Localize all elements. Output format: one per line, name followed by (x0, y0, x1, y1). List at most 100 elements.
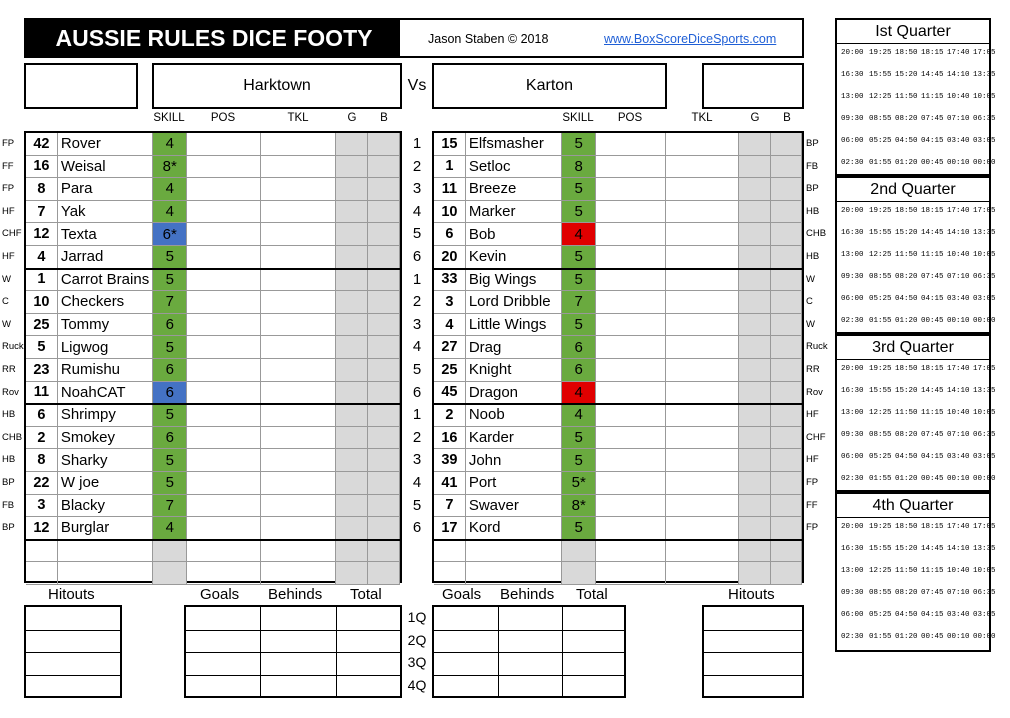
pos-cell[interactable] (596, 268, 666, 291)
time-cell[interactable]: 15:20 (895, 71, 918, 79)
tackle-cell[interactable] (666, 404, 740, 426)
time-cell[interactable]: 18:50 (895, 207, 918, 215)
time-cell[interactable]: 15:20 (895, 545, 918, 553)
website-link[interactable]: www.BoxScoreDiceSports.com (604, 32, 777, 46)
goals-cell[interactable] (739, 291, 772, 313)
tackle-cell[interactable] (666, 426, 740, 449)
home-score-box[interactable] (24, 63, 138, 109)
pos-cell[interactable] (187, 449, 261, 471)
time-cell[interactable]: 05:25 (869, 611, 892, 619)
time-cell[interactable]: 00:10 (947, 633, 970, 641)
behinds-cell[interactable] (771, 223, 802, 245)
time-cell[interactable]: 17:05 (973, 365, 996, 373)
time-cell[interactable]: 04:50 (895, 453, 918, 461)
tackle-cell[interactable] (666, 539, 740, 562)
time-cell[interactable]: 01:20 (895, 475, 918, 483)
time-cell[interactable]: 18:15 (921, 365, 944, 373)
time-cell[interactable]: 13:00 (841, 567, 864, 575)
time-cell[interactable]: 15:55 (869, 229, 892, 237)
behinds-cell[interactable] (771, 268, 802, 291)
tackle-cell[interactable] (666, 268, 740, 291)
time-cell[interactable]: 07:10 (947, 589, 970, 597)
time-cell[interactable]: 18:50 (895, 365, 918, 373)
time-cell[interactable]: 17:40 (947, 365, 970, 373)
time-cell[interactable]: 11:15 (921, 251, 944, 259)
time-cell[interactable]: 18:15 (921, 49, 944, 57)
time-cell[interactable]: 17:05 (973, 49, 996, 57)
time-cell[interactable]: 07:10 (947, 115, 970, 123)
pos-cell[interactable] (187, 562, 261, 584)
behinds-cell[interactable] (771, 494, 802, 517)
behinds-cell[interactable] (368, 133, 400, 155)
time-cell[interactable]: 00:45 (921, 475, 944, 483)
pos-cell[interactable] (187, 223, 261, 245)
behinds-cell[interactable] (368, 404, 400, 426)
behinds-cell[interactable] (368, 381, 400, 404)
time-cell[interactable]: 14:10 (947, 71, 970, 79)
time-cell[interactable]: 02:30 (841, 475, 864, 483)
tackle-cell[interactable] (261, 291, 337, 313)
time-cell[interactable]: 01:55 (869, 475, 892, 483)
time-cell[interactable]: 03:05 (973, 295, 996, 303)
time-cell[interactable]: 08:55 (869, 589, 892, 597)
goals-cell[interactable] (336, 200, 369, 223)
time-cell[interactable]: 09:30 (841, 273, 864, 281)
behinds-cell[interactable] (368, 200, 400, 223)
tackle-cell[interactable] (666, 133, 740, 155)
time-cell[interactable]: 04:50 (895, 295, 918, 303)
time-cell[interactable]: 13:00 (841, 251, 864, 259)
pos-cell[interactable] (596, 359, 666, 381)
pos-cell[interactable] (596, 336, 666, 358)
goals-cell[interactable] (336, 223, 369, 245)
time-cell[interactable]: 12:25 (869, 251, 892, 259)
pos-cell[interactable] (596, 246, 666, 268)
pos-cell[interactable] (187, 178, 261, 200)
behinds-cell[interactable] (368, 155, 400, 178)
goals-cell[interactable] (739, 449, 772, 471)
tackle-cell[interactable] (261, 517, 337, 539)
time-cell[interactable]: 14:10 (947, 229, 970, 237)
time-cell[interactable]: 11:50 (895, 567, 918, 575)
time-cell[interactable]: 01:20 (895, 633, 918, 641)
time-cell[interactable]: 03:40 (947, 137, 970, 145)
goals-cell[interactable] (739, 313, 772, 336)
pos-cell[interactable] (596, 291, 666, 313)
time-cell[interactable]: 07:10 (947, 431, 970, 439)
goals-cell[interactable] (739, 494, 772, 517)
tackle-cell[interactable] (261, 223, 337, 245)
time-cell[interactable]: 00:45 (921, 633, 944, 641)
behinds-cell[interactable] (771, 539, 802, 562)
tackle-cell[interactable] (666, 336, 740, 358)
time-cell[interactable]: 11:15 (921, 409, 944, 417)
time-cell[interactable]: 10:05 (973, 409, 996, 417)
pos-cell[interactable] (596, 494, 666, 517)
goals-cell[interactable] (336, 517, 369, 539)
time-cell[interactable]: 03:05 (973, 453, 996, 461)
goals-cell[interactable] (336, 291, 369, 313)
time-cell[interactable]: 18:15 (921, 523, 944, 531)
time-cell[interactable]: 14:45 (921, 229, 944, 237)
goals-cell[interactable] (739, 133, 772, 155)
goals-cell[interactable] (739, 200, 772, 223)
pos-cell[interactable] (596, 517, 666, 539)
behinds-cell[interactable] (771, 178, 802, 200)
goals-cell[interactable] (739, 539, 772, 562)
time-cell[interactable]: 00:00 (973, 317, 996, 325)
time-cell[interactable]: 03:40 (947, 453, 970, 461)
tackle-cell[interactable] (261, 200, 337, 223)
goals-cell[interactable] (336, 426, 369, 449)
time-cell[interactable]: 09:30 (841, 115, 864, 123)
behinds-cell[interactable] (771, 200, 802, 223)
home-score-grid[interactable] (184, 605, 402, 698)
time-cell[interactable]: 08:20 (895, 589, 918, 597)
goals-cell[interactable] (739, 223, 772, 245)
time-cell[interactable]: 15:20 (895, 229, 918, 237)
tackle-cell[interactable] (666, 246, 740, 268)
pos-cell[interactable] (596, 539, 666, 562)
goals-cell[interactable] (739, 562, 772, 584)
behinds-cell[interactable] (771, 359, 802, 381)
time-cell[interactable]: 19:25 (869, 207, 892, 215)
time-cell[interactable]: 06:00 (841, 137, 864, 145)
pos-cell[interactable] (187, 426, 261, 449)
time-cell[interactable]: 04:50 (895, 611, 918, 619)
